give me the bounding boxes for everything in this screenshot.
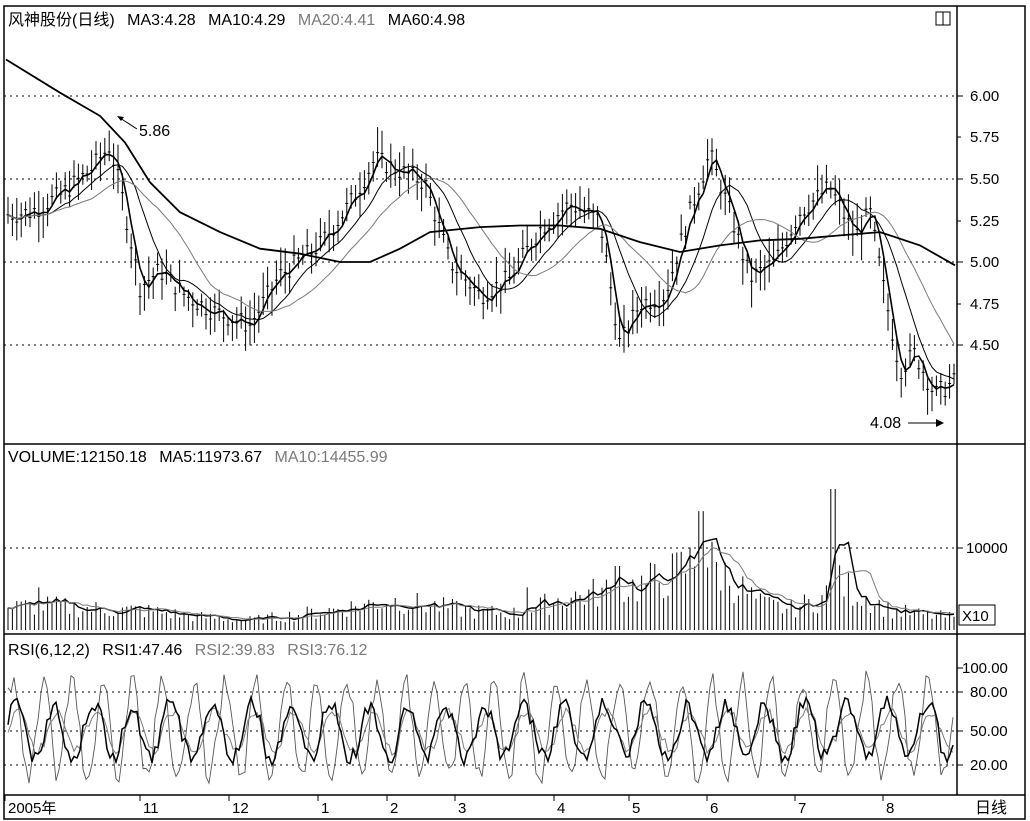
price-axis-ticks: [957, 95, 963, 766]
rsi-header: RSI(6,12,2) RSI1:47.46 RSI2:39.83 RSI3:7…: [8, 642, 367, 659]
rsi-tick-50: 50.00: [970, 723, 1008, 740]
price-tick-5.75: 5.75: [970, 129, 999, 146]
ma60-value: MA60:4.98: [388, 12, 465, 29]
x-label-7: 5: [632, 800, 640, 817]
x-label-3: 1: [321, 800, 329, 817]
volume-header: VOLUME:12150.18 MA5:11973.67 MA10:14455.…: [8, 449, 388, 466]
x-label-1: 11: [143, 800, 159, 817]
volume-ma5-line: [7, 537, 955, 622]
x-label-10: 8: [886, 800, 894, 817]
rsi3-value: RSI3:76.12: [287, 642, 367, 659]
x-label-2: 12: [232, 800, 249, 817]
low-marker: 4.08: [870, 415, 944, 432]
high-marker: 5.86: [117, 116, 170, 140]
ma10-value: MA10:4.29: [208, 12, 285, 29]
x-label-5: 3: [458, 800, 466, 817]
ma3-value: MA3:4.28: [127, 12, 196, 29]
svg-text:4.08: 4.08: [870, 415, 901, 432]
volume-value: VOLUME:12150.18: [8, 449, 147, 466]
volume-tick-10000: 10000: [966, 540, 1008, 557]
x-label-0: 2005年: [8, 800, 56, 817]
stock-title: 风神股份(日线): [8, 11, 115, 29]
ma10-line: [7, 164, 955, 380]
price-tick-6.00: 6.00: [970, 88, 999, 105]
window-toggle-icon[interactable]: [935, 11, 951, 26]
rsi-tick-20: 20.00: [970, 757, 1008, 774]
volume-plot: [7, 489, 955, 630]
rsi2-value: RSI2:39.83: [195, 642, 275, 659]
rsi3-line: [7, 670, 954, 785]
price-tick-5.50: 5.50: [970, 171, 999, 188]
x-label-9: 7: [798, 800, 806, 817]
rsi-params: RSI(6,12,2): [8, 642, 90, 659]
price-tick-5.00: 5.00: [970, 254, 999, 271]
ma3-line: [7, 153, 955, 391]
chart-frame: [3, 5, 1026, 820]
volume-ma10: MA10:14455.99: [275, 449, 388, 466]
rsi1-line: [7, 694, 954, 768]
rsi1-value: RSI1:47.46: [102, 642, 182, 659]
price-tick-4.75: 4.75: [970, 296, 999, 313]
rsi-tick-100: 100.00: [962, 660, 1008, 677]
svg-text:5.86: 5.86: [139, 123, 170, 140]
volume-unit-label: X10: [962, 608, 989, 625]
ma60-line: [5, 58, 956, 267]
price-tick-5.25: 5.25: [970, 213, 999, 230]
price-header: 风神股份(日线) MA3:4.28 MA10:4.29 MA20:4.41 MA…: [8, 11, 465, 29]
price-tick-4.50: 4.50: [970, 337, 999, 354]
ma20-value: MA20:4.41: [298, 12, 375, 29]
period-label: 日线: [975, 799, 1007, 817]
ma20-line: [7, 177, 955, 345]
rsi-tick-80: 80.00: [970, 684, 1008, 701]
rsi2-line: [7, 706, 954, 756]
x-label-8: 6: [710, 800, 718, 817]
volume-ma10-line: [7, 547, 955, 621]
price-plot: [5, 58, 956, 415]
volume-unit-box: [958, 604, 996, 626]
price-grid: [4, 95, 957, 766]
x-label-4: 2: [390, 800, 398, 817]
rsi-plot: [7, 670, 954, 785]
x-axis: 2005年 11 12 1 2 3 4 5 6 7 8: [4, 795, 894, 817]
x-label-6: 4: [557, 800, 565, 817]
volume-ma5: MA5:11973.67: [159, 449, 262, 466]
